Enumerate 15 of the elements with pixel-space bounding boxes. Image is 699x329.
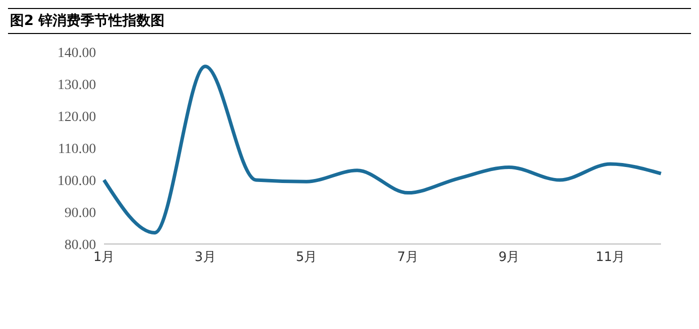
x-tick-label: 7月 [397, 250, 418, 266]
chart-title: 图2 锌消费季节性指数图 [8, 8, 691, 34]
y-tick-label: 120.00 [58, 110, 96, 125]
y-tick-label: 110.00 [58, 142, 96, 157]
x-tick-label: 5月 [296, 250, 318, 266]
y-tick-label: 90.00 [64, 206, 96, 221]
x-tick-label: 1月 [93, 250, 115, 266]
y-tick-label: 130.00 [58, 78, 96, 93]
x-tick-label: 3月 [194, 250, 216, 266]
y-tick-label: 80.00 [64, 238, 96, 253]
line-series [102, 64, 663, 235]
y-tick-label: 140.00 [58, 46, 96, 61]
x-tick-label: 11月 [596, 250, 626, 266]
y-tick-label: 100.00 [58, 174, 96, 189]
x-tick-label: 9月 [498, 250, 520, 266]
